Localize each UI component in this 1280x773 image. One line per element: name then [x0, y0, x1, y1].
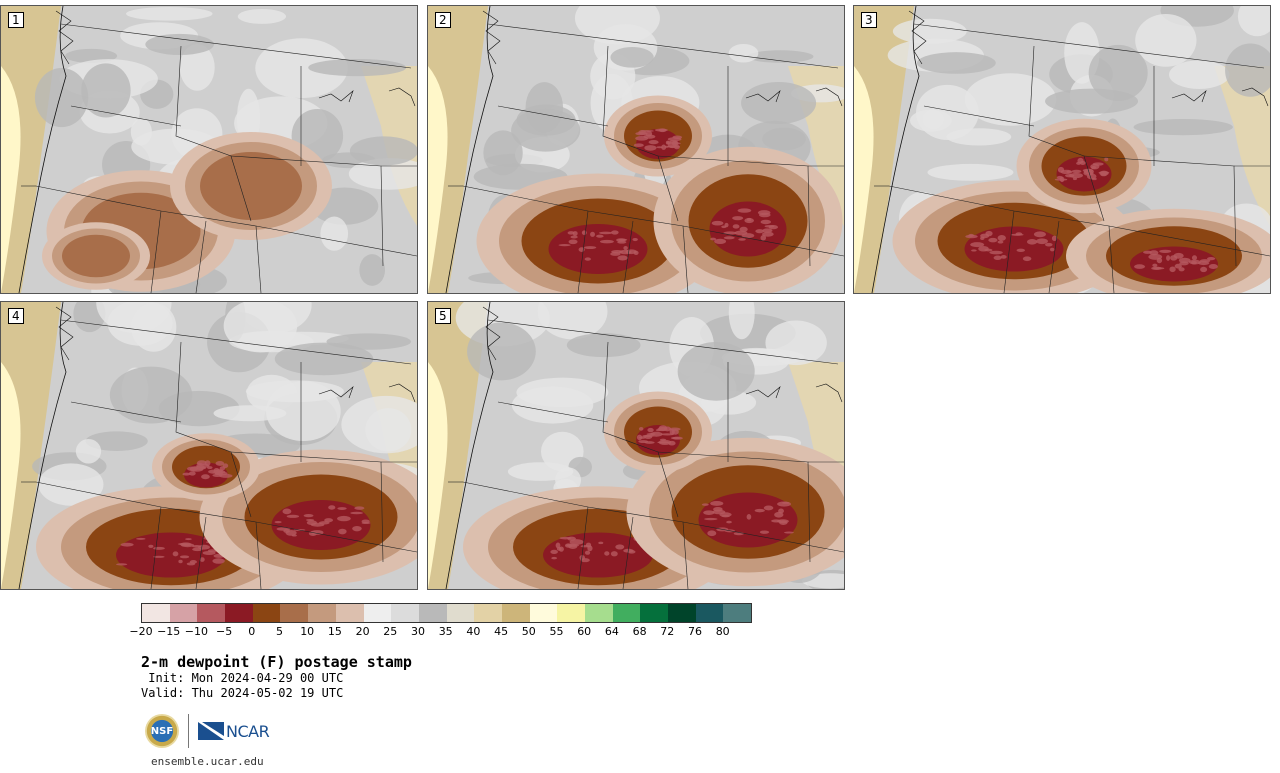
logo-divider — [188, 714, 189, 748]
colorbar-tick-label: 10 — [300, 625, 315, 638]
colorbar-tick-label: 45 — [494, 625, 509, 638]
colorbar-swatch — [418, 604, 447, 622]
logos: NSF NCAR — [145, 714, 270, 748]
panel-label: 1 — [8, 12, 24, 28]
colorbar-tick-label: 30 — [411, 625, 425, 638]
colorbar-swatch — [585, 604, 613, 622]
colorbar-swatch — [668, 604, 696, 622]
colorbar-swatch — [197, 604, 226, 622]
map-panel-4: 4 — [0, 301, 418, 590]
figure-title: 2-m dewpoint (F) postage stamp — [141, 653, 412, 671]
ncar-wordmark: NCAR — [226, 721, 270, 741]
colorbar-tick-label: 35 — [438, 625, 453, 638]
colorbar-tick-label: −20 — [129, 625, 153, 638]
nsf-logo: NSF — [145, 714, 179, 748]
colorbar-tick-label: −15 — [157, 625, 181, 638]
colorbar-tick-label: 15 — [327, 625, 342, 638]
map-3 — [854, 6, 1270, 293]
colorbar-tick-label: 55 — [549, 625, 564, 638]
ncar-logo: NCAR — [198, 721, 270, 741]
colorbar-swatch — [501, 604, 530, 622]
ncar-mark-icon — [198, 722, 224, 740]
colorbar-swatch — [695, 604, 724, 622]
colorbar-tick-label: 60 — [577, 625, 592, 638]
init-time: Init: Mon 2024-04-29 00 UTC — [141, 671, 344, 685]
colorbar-tick-label: 68 — [632, 625, 647, 638]
map-panel-5: 5 — [427, 301, 845, 590]
site-url: ensemble.ucar.edu — [151, 755, 264, 768]
colorbar-swatch — [391, 604, 419, 622]
colorbar-swatch — [640, 604, 669, 622]
map-1 — [1, 6, 417, 293]
colorbar-tick-label: 5 — [276, 625, 283, 638]
colorbar-swatch — [612, 604, 641, 622]
colorbar-swatch — [529, 604, 558, 622]
panel-label: 3 — [861, 12, 877, 28]
map-4 — [1, 302, 417, 589]
colorbar — [141, 603, 753, 623]
colorbar-tick-label: 25 — [383, 625, 398, 638]
colorbar-tick-label: 80 — [715, 625, 730, 638]
panel-label: 2 — [435, 12, 451, 28]
colorbar-swatch — [723, 604, 752, 622]
map-panel-3: 3 — [853, 5, 1271, 294]
colorbar-tick-label: 72 — [660, 625, 675, 638]
map-5 — [428, 302, 844, 589]
colorbar-tick-label: 50 — [521, 625, 536, 638]
colorbar-swatch — [225, 604, 253, 622]
map-panel-2: 2 — [427, 5, 845, 294]
colorbar-tick-label: 20 — [355, 625, 370, 638]
colorbar-swatch — [308, 604, 336, 622]
colorbar-tick-label: −10 — [184, 625, 208, 638]
colorbar-swatch — [280, 604, 309, 622]
colorbar-tick-label: 76 — [688, 625, 702, 638]
colorbar-swatch — [557, 604, 585, 622]
map-panel-1: 1 — [0, 5, 418, 294]
valid-time: Valid: Thu 2024-05-02 19 UTC — [141, 686, 344, 700]
colorbar-swatch — [446, 604, 475, 622]
colorbar-swatch — [363, 604, 392, 622]
colorbar-tick-label: −5 — [215, 625, 233, 638]
colorbar-swatch — [252, 604, 281, 622]
colorbar-tick-label: 40 — [466, 625, 481, 638]
colorbar-swatch — [142, 604, 170, 622]
colorbar-tick-label: 64 — [604, 625, 619, 638]
colorbar-swatch — [474, 604, 502, 622]
colorbar-swatch — [335, 604, 364, 622]
colorbar-tick-label: 0 — [248, 625, 256, 638]
map-2 — [428, 6, 844, 293]
panel-label: 4 — [8, 308, 24, 324]
panel-label: 5 — [435, 308, 451, 324]
colorbar-swatch — [169, 604, 198, 622]
